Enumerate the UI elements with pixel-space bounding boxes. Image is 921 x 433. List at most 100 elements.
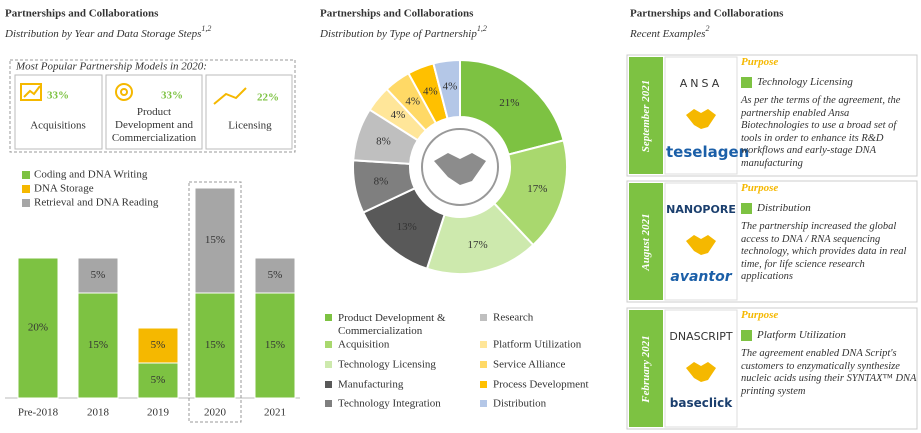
- legend-swatch: [480, 381, 487, 388]
- data-label: 5%: [151, 374, 166, 386]
- summary-box: [9, 59, 296, 153]
- legend-swatch: [22, 185, 30, 193]
- x-tick-label: 2021: [264, 407, 286, 419]
- x-tick-label: 2020: [204, 407, 227, 419]
- legend-label: Retrieval and DNA Reading: [34, 197, 159, 209]
- legend-line: Product Development &: [338, 312, 446, 324]
- purpose-icon: [741, 77, 752, 88]
- subtitle-text: Distribution by Type of Partnership: [319, 28, 477, 40]
- donut-slice: [459, 58, 565, 156]
- data-label: 5%: [151, 339, 166, 351]
- description: As per the terms of the agreement, the p…: [741, 95, 901, 169]
- legend-swatch: [22, 171, 30, 179]
- data-label: 4%: [443, 81, 458, 93]
- subtitle-sup: 2: [705, 24, 709, 33]
- legend-label: Distribution: [493, 398, 547, 410]
- purpose-heading: Purpose: [741, 56, 779, 68]
- data-label: 5%: [268, 269, 283, 281]
- data-label: 20%: [28, 322, 48, 334]
- x-tick-label: 2018: [87, 407, 110, 419]
- data-label: 15%: [205, 234, 225, 246]
- purpose-icon: [741, 203, 752, 214]
- legend-label: Acquisition: [338, 339, 390, 351]
- data-label: 17%: [527, 183, 547, 195]
- legend-swatch: [325, 381, 332, 388]
- data-label: 17%: [467, 239, 487, 251]
- date: February 2021: [640, 334, 652, 403]
- partner-logo: NANOPORE: [666, 203, 736, 216]
- summary-card: [14, 74, 103, 150]
- legend-swatch: [480, 361, 487, 368]
- legend-swatch: [325, 314, 332, 321]
- subtitle-text: Recent Examples: [629, 28, 705, 40]
- subtitle: Distribution by Type of Partnership1,2: [319, 24, 487, 40]
- subtitle-sup: 1,2: [201, 24, 211, 33]
- legend-swatch: [325, 400, 332, 407]
- bar-segment: [194, 187, 236, 294]
- data-label: 5%: [91, 269, 106, 281]
- legend-label: Platform Utilization: [493, 339, 582, 351]
- handshake-icon: [434, 153, 486, 185]
- summary-label: Product Development and Commercializatio…: [111, 106, 197, 144]
- legend-swatch: [325, 361, 332, 368]
- data-label: 15%: [265, 339, 285, 351]
- summary-label: Licensing: [228, 120, 272, 132]
- legend-label: Process Development: [493, 379, 589, 391]
- legend-swatch: [480, 400, 487, 407]
- data-label: 4%: [391, 109, 406, 121]
- partner-logo: teselagen: [666, 143, 750, 161]
- description: The partnership increased the global acc…: [741, 221, 907, 282]
- icons: [20, 83, 247, 105]
- x-tick-label: 2019: [147, 407, 170, 419]
- summary-title: Most Popular Partnership Models in 2020:: [15, 61, 207, 73]
- summary-card: [205, 74, 293, 150]
- legend-label: Research: [493, 312, 534, 324]
- bar-segment: [194, 292, 236, 399]
- summary-value: 22%: [257, 92, 279, 104]
- legend-label: Coding and DNA Writing: [34, 169, 148, 181]
- summary-value: 33%: [161, 90, 183, 102]
- subtitle-text: Distribution by Year and Data Storage St…: [4, 28, 201, 40]
- partner-logo: DNASCRIPT: [669, 330, 733, 343]
- handshake-icon: [686, 109, 716, 129]
- bar-segment: [77, 292, 119, 399]
- summary-label: Acquisitions: [30, 120, 86, 132]
- date: August 2021: [640, 212, 652, 271]
- purpose: Distribution: [757, 202, 811, 214]
- bar-segment: [77, 257, 119, 294]
- legend-swatch: [325, 341, 332, 348]
- handshake-icon: [686, 235, 716, 255]
- partner-logo: avantor: [670, 269, 732, 285]
- bar-segment: [137, 362, 179, 399]
- bar-segment: [254, 257, 296, 294]
- highlight-box: [188, 181, 242, 423]
- data-label: 8%: [376, 136, 391, 148]
- legend-label: DNA Storage: [34, 183, 94, 195]
- handshake-icon: [686, 362, 716, 382]
- subtitle: Distribution by Year and Data Storage St…: [4, 24, 211, 40]
- x-tick-label: Pre-2018: [18, 407, 59, 419]
- subtitle: Recent Examples2: [629, 24, 709, 40]
- data-label: 13%: [397, 221, 417, 233]
- purpose-heading: Purpose: [741, 309, 779, 321]
- legend-swatch: [480, 314, 487, 321]
- date-strip: [629, 57, 663, 174]
- purpose-heading: Purpose: [741, 182, 779, 194]
- legend-label: Manufacturing: [338, 379, 404, 391]
- title: Partnerships and Collaborations: [630, 8, 784, 20]
- data-label: 4%: [405, 95, 420, 107]
- title: Partnerships and Collaborations: [5, 8, 159, 20]
- bar-segment: [17, 257, 59, 399]
- data-label: 15%: [88, 339, 108, 351]
- date-strip: [629, 310, 663, 427]
- description: The agreement enabled DNA Script's custo…: [741, 348, 917, 397]
- summary-card: [105, 74, 203, 150]
- legend-line: Commercialization: [338, 325, 423, 337]
- data-label: 21%: [499, 97, 519, 109]
- date-strip: [629, 183, 663, 300]
- purpose-icon: [741, 330, 752, 341]
- data-label: 4%: [423, 86, 438, 98]
- partner-logo: ANSA: [679, 77, 723, 90]
